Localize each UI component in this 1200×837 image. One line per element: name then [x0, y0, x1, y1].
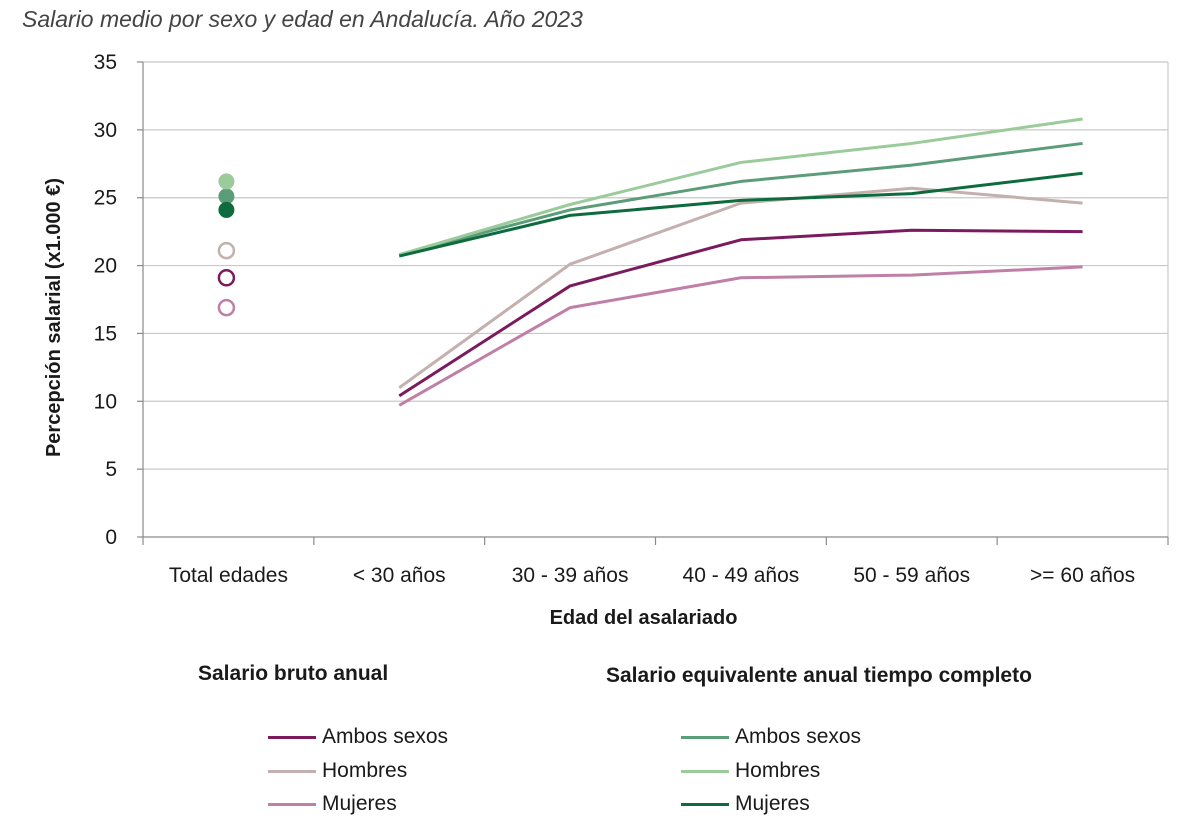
x-tick-label: Total edades: [169, 564, 288, 587]
y-axis-title: Percepción salarial (x1.000 €): [43, 178, 65, 457]
legend-item-equivalente-hombres: Hombres: [681, 758, 820, 784]
legend-swatch: [681, 802, 729, 806]
total-marker-bruto-ambos-sexos: [217, 269, 236, 287]
chart-title: Salario medio por sexo y edad en Andaluc…: [22, 6, 583, 32]
x-tick-label: 30 - 39 años: [512, 564, 629, 587]
gridlines: [143, 61, 1168, 470]
x-tick-label: 50 - 59 años: [853, 564, 970, 587]
total-markers: [217, 173, 236, 317]
legend-item-equivalente-mujeres: Mujeres: [681, 791, 810, 817]
total-marker-bruto-hombres: [217, 241, 236, 260]
legend-label: Hombres: [735, 759, 821, 782]
legend-swatch: [268, 735, 316, 739]
total-marker-equivalente-mujeres: [218, 201, 235, 218]
legend-label: Mujeres: [322, 792, 397, 815]
y-tick-label: 0: [105, 526, 117, 549]
legend-group-title-bruto: Salario bruto anual: [198, 662, 389, 685]
total-marker-equivalente-hombres: [218, 173, 235, 190]
series-line-bruto-hombres: [398, 186, 1083, 389]
y-tick-label: 30: [94, 119, 117, 142]
legend-swatch: [268, 802, 316, 806]
x-tick-label: < 30 años: [353, 564, 446, 587]
x-tick-label: >= 60 años: [1030, 564, 1135, 587]
series-line-equivalente-ambos-sexos: [398, 141, 1083, 257]
series-line-equivalente-hombres: [398, 117, 1083, 257]
legend-item-equivalente-ambos-sexos: Ambos sexos: [681, 724, 861, 750]
axes: 0 5 10 15 20 25 30 35 Total edades < 30 años 30 - …: [94, 51, 1169, 587]
legend-label: Ambos sexos: [322, 725, 449, 748]
series-line-equivalente-mujeres: [398, 171, 1083, 258]
y-tick-label: 20: [94, 255, 117, 278]
legend-item-bruto-hombres: Hombres: [268, 758, 407, 784]
legend-item-bruto-ambos-sexos: Ambos sexos: [268, 724, 448, 750]
legend-label: Ambos sexos: [735, 725, 862, 748]
y-tick-label: 10: [94, 390, 117, 413]
y-tick-label: 5: [105, 458, 117, 481]
total-marker-bruto-mujeres: [217, 298, 236, 317]
legend-item-bruto-mujeres: Mujeres: [268, 791, 397, 817]
series-line-bruto-mujeres: [398, 265, 1083, 407]
legend-swatch: [268, 769, 316, 773]
legend-label: Hombres: [322, 759, 408, 782]
y-tick-label: 25: [94, 187, 117, 210]
legend-group-title-equivalente: Salario equivalente anual tiempo complet…: [606, 664, 1032, 687]
series-line-bruto-ambos-sexos: [398, 228, 1083, 398]
y-tick-label: 35: [94, 51, 117, 74]
series-lines: [398, 117, 1083, 407]
legend-swatch: [681, 735, 729, 739]
legend-label: Mujeres: [735, 792, 810, 815]
y-tick-label: 15: [94, 322, 117, 345]
x-tick-label: 40 - 49 años: [683, 564, 800, 587]
legend-swatch: [681, 769, 729, 773]
total-marker-equivalente-ambos-sexos: [218, 188, 235, 205]
x-axis-title: Edad del asalariado: [550, 607, 738, 629]
